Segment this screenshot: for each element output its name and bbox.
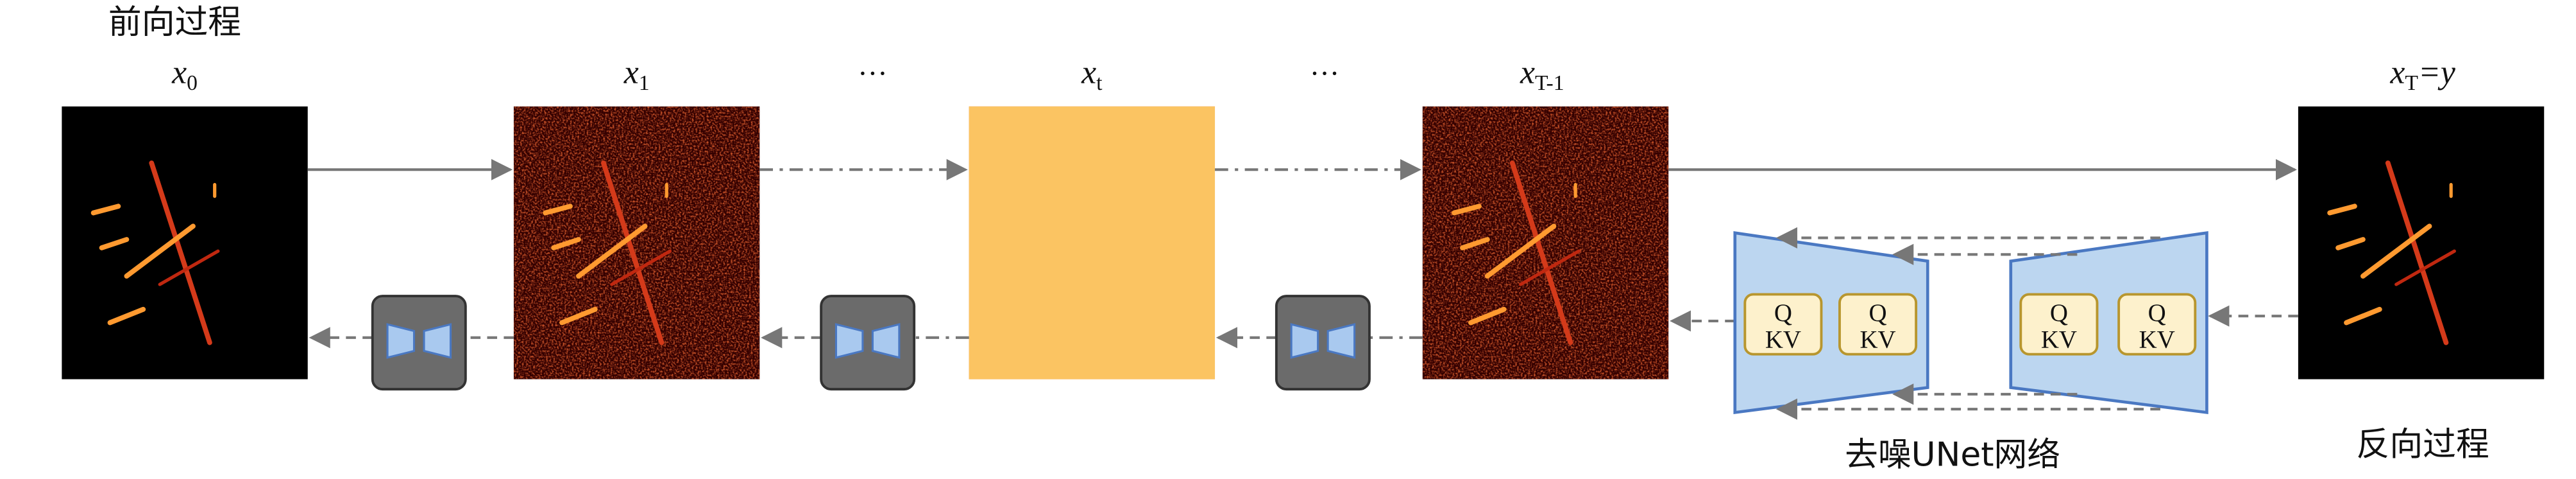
suffix: =y — [2418, 55, 2456, 91]
ellipsis: ··· — [1310, 57, 1340, 91]
state-label: x0 — [171, 55, 198, 95]
image-xT — [2298, 106, 2545, 379]
q: Q — [1869, 299, 1887, 327]
kv: KV — [2139, 326, 2175, 353]
q: Q — [1774, 299, 1792, 327]
q: Q — [2050, 299, 2068, 327]
reverse-title: 反向过程 — [2357, 426, 2489, 464]
var: x — [623, 55, 639, 91]
kv: KV — [2041, 326, 2077, 353]
q: Q — [2148, 299, 2166, 327]
forward-title: 前向过程 — [108, 3, 241, 42]
state-label: xT=y — [2389, 55, 2456, 95]
unet-icons — [371, 295, 1371, 391]
unet-label: 去噪UNet网络 — [1845, 435, 2060, 474]
var: x — [1520, 55, 1535, 91]
image-x1 — [513, 106, 760, 379]
image-xt — [969, 106, 1216, 379]
kv: KV — [1765, 326, 1801, 353]
sub: t — [1096, 71, 1103, 95]
state-label: xT-1 — [1520, 55, 1564, 95]
image-x0 — [62, 106, 308, 379]
image-xT-1 — [1422, 106, 1669, 379]
var: x — [2389, 55, 2405, 91]
sub: T-1 — [1535, 71, 1564, 95]
sub: 1 — [639, 71, 650, 95]
ellipsis: ··· — [858, 57, 888, 91]
state-label: x1 — [623, 55, 650, 95]
kv: KV — [1860, 326, 1895, 353]
unet: Q KV Q KV Q KV Q KV — [1733, 227, 2208, 420]
var: x — [171, 55, 187, 91]
sub: 0 — [187, 71, 198, 95]
backward-arrows — [309, 305, 2298, 349]
var: x — [1081, 55, 1096, 91]
state-label: xt — [1081, 55, 1103, 95]
sub: T — [2405, 71, 2418, 95]
